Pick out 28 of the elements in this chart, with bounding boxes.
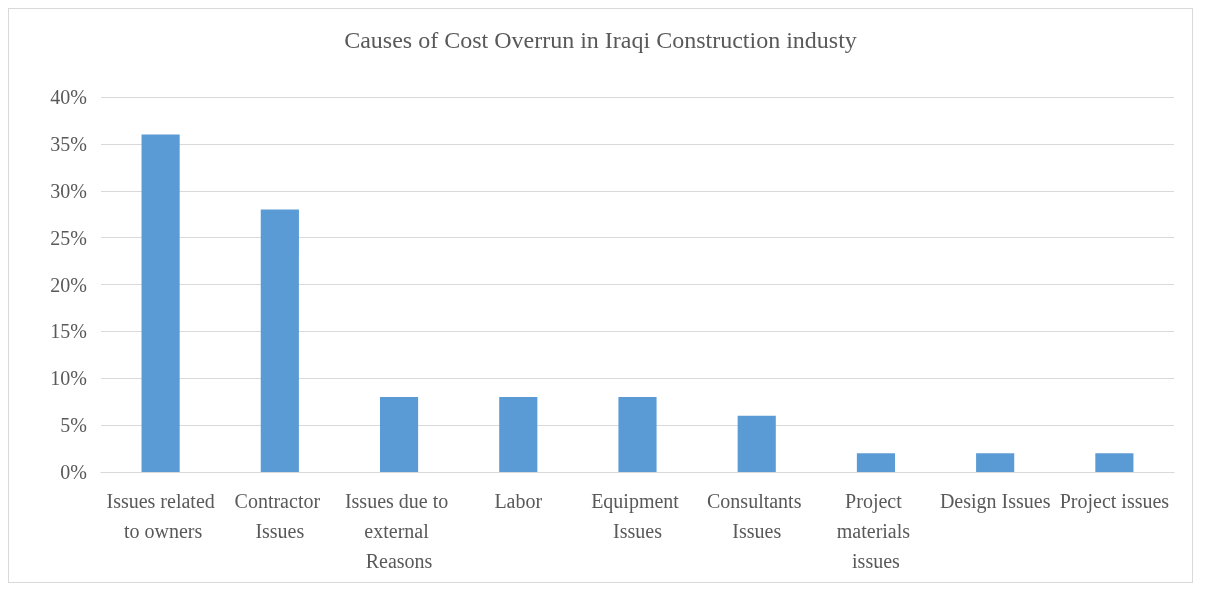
bar: [260, 209, 299, 472]
x-tick-label: Labor: [494, 490, 543, 512]
bar: [856, 453, 896, 472]
bar: [618, 397, 657, 472]
y-tick-label: 10%: [50, 367, 87, 390]
bar: [976, 453, 1015, 472]
bar: [1095, 453, 1134, 472]
x-tick-label: Consultants Issues: [707, 490, 807, 542]
bar: [499, 397, 538, 472]
x-tick-label: Project materials issues: [836, 490, 916, 572]
y-tick-label: 30%: [50, 179, 87, 202]
x-tick-label: Design Issues: [939, 490, 1051, 513]
bar: [141, 134, 180, 472]
y-tick-label: 20%: [50, 273, 87, 296]
bar: [737, 415, 776, 472]
y-tick-label: 5%: [60, 414, 87, 437]
y-tick-label: 0%: [60, 461, 87, 483]
chart-title: Causes of Cost Overrun in Iraqi Construction industy: [344, 27, 857, 53]
y-tick-label: 25%: [50, 226, 87, 249]
x-tick-label: Project issues: [1059, 490, 1170, 513]
bar: [379, 397, 419, 472]
x-tick-label: Issues due to external Reasons: [344, 490, 454, 572]
y-tick-label: 35%: [50, 132, 87, 155]
y-tick-label: 40%: [50, 86, 87, 108]
x-tick-label: Equipment Issues: [591, 490, 684, 542]
y-tick-label: 15%: [50, 320, 87, 343]
x-tick-label: Contractor Issues: [234, 490, 326, 542]
x-tick-label: Issues related to owners: [106, 490, 215, 542]
